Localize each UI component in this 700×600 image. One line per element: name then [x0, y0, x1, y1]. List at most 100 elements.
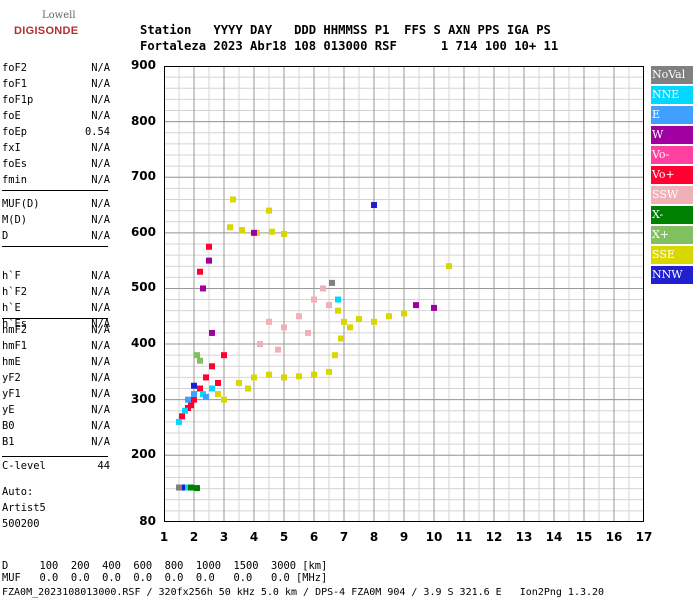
data-point-nne — [176, 418, 182, 425]
param-value: N/A — [91, 340, 110, 352]
data-point-e — [185, 396, 191, 403]
data-point-x- — [194, 352, 200, 359]
data-point-w — [206, 257, 212, 264]
logo-lowell-text: Lowell — [42, 10, 76, 21]
legend-item: E — [651, 106, 693, 124]
param-row: h`F N/A — [2, 268, 110, 284]
data-point-vo- — [197, 268, 203, 275]
param-value: N/A — [91, 198, 110, 210]
param-key: B0 — [2, 420, 15, 432]
param-key: foF2 — [2, 62, 28, 74]
param-value: N/A — [91, 158, 110, 170]
param-separator — [2, 456, 108, 457]
param-value: N/A — [91, 78, 110, 90]
param-row: foF2 N/A — [2, 60, 110, 76]
data-point-sse — [230, 196, 236, 203]
param-row: foEs N/A — [2, 156, 110, 172]
param-row: yE N/A — [2, 402, 110, 418]
x-tick-label: 12 — [485, 530, 503, 544]
header-labels: Station YYYY DAY DDD HHMMSS P1 FFS S AXN… — [140, 23, 551, 37]
param-row: foE N/A — [2, 108, 110, 124]
data-point-vo- — [215, 379, 221, 386]
x-tick-label: 2 — [189, 530, 199, 544]
data-point-sse — [371, 318, 377, 325]
data-point-sse — [269, 228, 275, 235]
autoscaling-info: 500200 — [2, 518, 40, 530]
param-row: h`F2 N/A — [2, 284, 110, 300]
x-tick-label: 9 — [399, 530, 409, 544]
data-point-sse — [221, 396, 227, 403]
data-point-vo- — [221, 352, 227, 359]
param-key: hmF2 — [2, 324, 28, 336]
y-tick-label: 800 — [130, 113, 156, 128]
param-key: MUF(D) — [2, 198, 40, 210]
data-point-vo- — [206, 243, 212, 250]
data-point-sse — [266, 207, 272, 214]
clevel-key: C-level — [2, 460, 46, 472]
param-row: foF1p N/A — [2, 92, 110, 108]
data-point-ssw — [311, 296, 317, 303]
param-value: N/A — [91, 214, 110, 226]
x-tick-label: 17 — [635, 530, 653, 544]
param-row: hmF1 N/A — [2, 338, 110, 354]
footer-muf-row: MUF 0.0 0.0 0.0 0.0 0.0 0.0 0.0 0.0 [MHz… — [2, 572, 328, 584]
data-point-sse — [311, 371, 317, 378]
data-point-vo- — [197, 385, 203, 392]
data-point-sse — [341, 318, 347, 325]
footer-file-info: FZA0M_2023108013000.RSF / 320fx256h 50 k… — [2, 587, 605, 598]
data-point-vo- — [209, 363, 215, 370]
param-row: MUF(D) N/A — [2, 196, 110, 212]
header-values: Fortaleza 2023 Abr18 108 013000 RSF 1 71… — [140, 39, 559, 53]
clevel-row: C-level 44 — [2, 458, 110, 474]
data-point-nne — [335, 296, 341, 303]
param-value: N/A — [91, 318, 110, 330]
x-tick-label: 7 — [339, 530, 349, 544]
param-value: N/A — [91, 356, 110, 368]
data-point-sse — [356, 316, 362, 323]
clevel-value: 44 — [97, 460, 110, 472]
param-value: N/A — [91, 62, 110, 74]
param-value: N/A — [91, 142, 110, 154]
legend-item: NNE — [651, 86, 693, 104]
data-point-sse — [239, 227, 245, 234]
param-key: h`E — [2, 302, 21, 314]
autoscaling-info: Auto: — [2, 486, 34, 498]
param-key: fmin — [2, 174, 28, 186]
data-point-x- — [188, 484, 194, 491]
param-row: D N/A — [2, 228, 110, 244]
data-point-vo- — [188, 402, 194, 409]
param-value: N/A — [91, 388, 110, 400]
data-point-ssw — [296, 313, 302, 320]
param-key: B1 — [2, 436, 15, 448]
legend-item: X- — [651, 206, 693, 224]
station-header: Station YYYY DAY DDD HHMMSS P1 FFS S AXN… — [140, 22, 558, 54]
param-key: yE — [2, 404, 15, 416]
data-point-noval — [176, 484, 182, 491]
data-point-nnw — [371, 202, 377, 209]
data-point-e — [203, 393, 209, 400]
legend-item: NNW — [651, 266, 693, 284]
data-point-vo- — [203, 374, 209, 381]
logo-digisonde-text: DIGISONDE — [14, 25, 79, 37]
param-value: N/A — [91, 302, 110, 314]
x-tick-label: 6 — [309, 530, 319, 544]
param-value: N/A — [91, 420, 110, 432]
data-point-ssw — [266, 318, 272, 325]
x-tick-label: 13 — [515, 530, 533, 544]
param-value: N/A — [91, 372, 110, 384]
data-point-sse — [245, 385, 251, 392]
x-tick-label: 11 — [455, 530, 473, 544]
param-value: N/A — [91, 230, 110, 242]
param-row: hmE N/A — [2, 354, 110, 370]
legend-item: SSE — [651, 246, 693, 264]
x-tick-label: 10 — [425, 530, 443, 544]
param-key: h`F2 — [2, 286, 28, 298]
data-point-vo- — [191, 396, 197, 403]
param-row: h`Es N/A — [2, 316, 110, 332]
data-point-sse — [281, 374, 287, 381]
x-tick-label: 5 — [279, 530, 289, 544]
param-value: N/A — [91, 286, 110, 298]
legend-item: NoVal — [651, 66, 693, 84]
param-key: hmF1 — [2, 340, 28, 352]
param-row: h`E N/A — [2, 300, 110, 316]
